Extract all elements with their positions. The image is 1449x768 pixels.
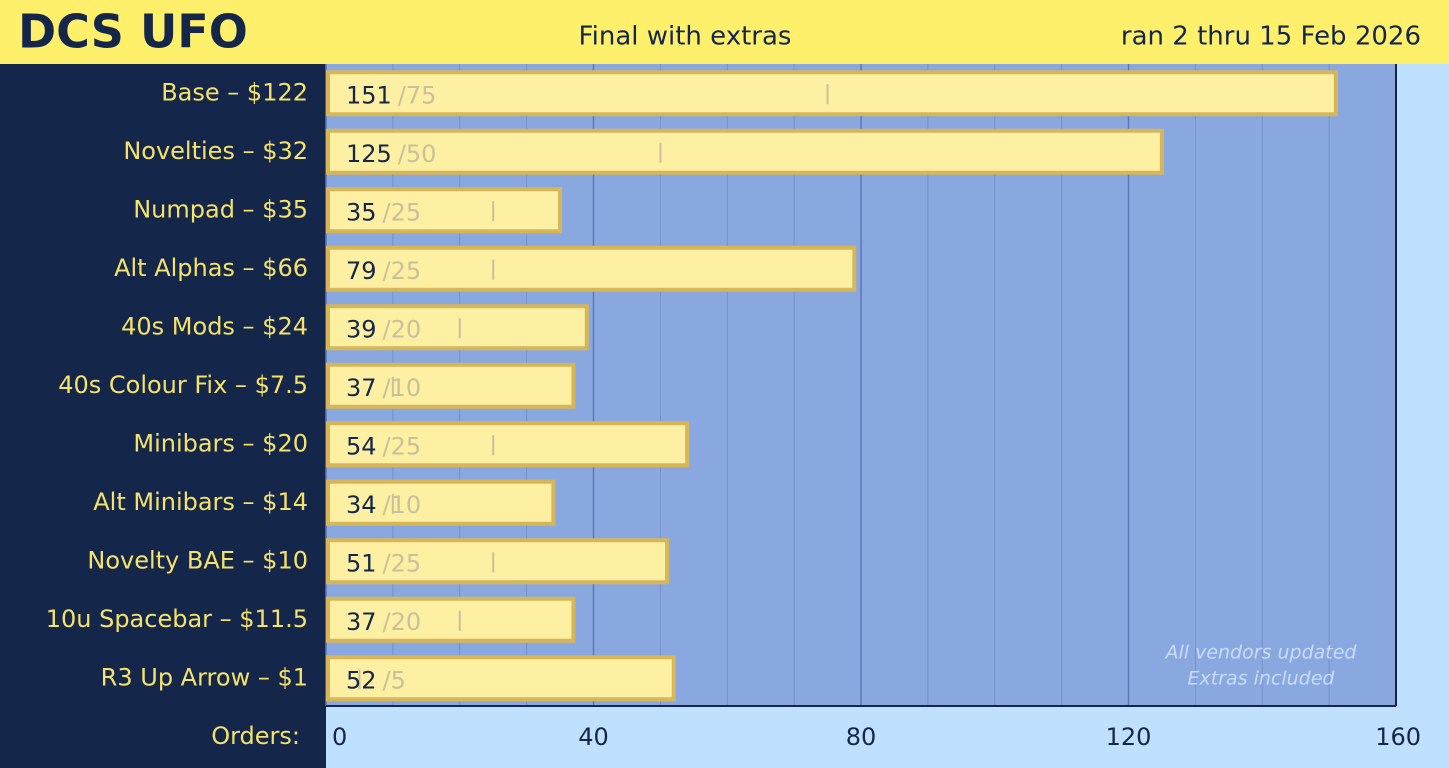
y-tick-label: R3 Up Arrow – $1 bbox=[101, 663, 308, 691]
value-label: 39 bbox=[346, 315, 377, 343]
y-tick-label: Base – $122 bbox=[161, 78, 308, 106]
value-label: 37 bbox=[346, 374, 377, 402]
annotation: Extras included bbox=[1188, 668, 1336, 690]
y-tick-label: 10u Spacebar – $11.5 bbox=[46, 605, 308, 633]
target-label: /10 bbox=[383, 374, 422, 402]
value-label: 125 bbox=[346, 140, 392, 168]
value-label: 51 bbox=[346, 549, 377, 577]
bar bbox=[326, 655, 676, 702]
value-label: 35 bbox=[346, 198, 377, 226]
x-tick-label: 160 bbox=[1375, 723, 1421, 751]
bar bbox=[326, 596, 576, 643]
bar bbox=[326, 187, 563, 234]
value-label: 54 bbox=[346, 432, 377, 460]
date: ran 2 thru 15 Feb 2026 bbox=[1121, 22, 1421, 52]
y-tick-label: 40s Colour Fix – $7.5 bbox=[58, 371, 308, 399]
x-tick-label: 80 bbox=[846, 723, 877, 751]
header-bar bbox=[0, 0, 1449, 64]
x-axis-label: Orders: bbox=[211, 722, 300, 750]
target-label: /25 bbox=[383, 432, 422, 460]
value-label: 79 bbox=[346, 257, 377, 285]
bar bbox=[326, 479, 556, 526]
target-label: /25 bbox=[383, 198, 422, 226]
value-label: 34 bbox=[346, 491, 377, 519]
target-label: /20 bbox=[383, 315, 422, 343]
annotation: All vendors updated bbox=[1163, 642, 1357, 664]
target-label: /5 bbox=[383, 666, 406, 694]
bar bbox=[326, 245, 857, 292]
target-label: /50 bbox=[398, 140, 437, 168]
y-tick-label: 40s Mods – $24 bbox=[121, 312, 308, 340]
bars: 151/75125/5035/2579/2539/2037/1054/2534/… bbox=[326, 70, 1338, 702]
value-label: 37 bbox=[346, 608, 377, 636]
target-label: /20 bbox=[383, 608, 422, 636]
bar bbox=[326, 538, 670, 585]
y-tick-label: Novelties – $32 bbox=[123, 137, 308, 165]
x-tick-label: 120 bbox=[1106, 723, 1152, 751]
x-tick-label: 0 bbox=[332, 723, 347, 751]
bar bbox=[326, 128, 1164, 175]
subtitle: Final with extras bbox=[579, 22, 792, 52]
bar bbox=[326, 304, 589, 351]
target-label: /75 bbox=[398, 81, 437, 109]
target-label: /10 bbox=[383, 491, 422, 519]
y-tick-label: Alt Minibars – $14 bbox=[93, 488, 308, 516]
chart-title: DCS UFO bbox=[18, 5, 248, 59]
y-tick-label: Minibars – $20 bbox=[133, 429, 308, 457]
label-panel bbox=[0, 64, 326, 768]
bar bbox=[326, 421, 690, 468]
x-tick-label: 40 bbox=[578, 723, 609, 751]
y-tick-label: Novelty BAE – $10 bbox=[87, 546, 308, 574]
bar bbox=[326, 362, 576, 409]
value-label: 151 bbox=[346, 81, 392, 109]
bar bbox=[326, 70, 1338, 117]
target-label: /25 bbox=[383, 549, 422, 577]
y-tick-label: Numpad – $35 bbox=[133, 195, 308, 223]
y-tick-label: Alt Alphas – $66 bbox=[114, 254, 308, 282]
value-label: 52 bbox=[346, 666, 377, 694]
target-label: /25 bbox=[383, 257, 422, 285]
